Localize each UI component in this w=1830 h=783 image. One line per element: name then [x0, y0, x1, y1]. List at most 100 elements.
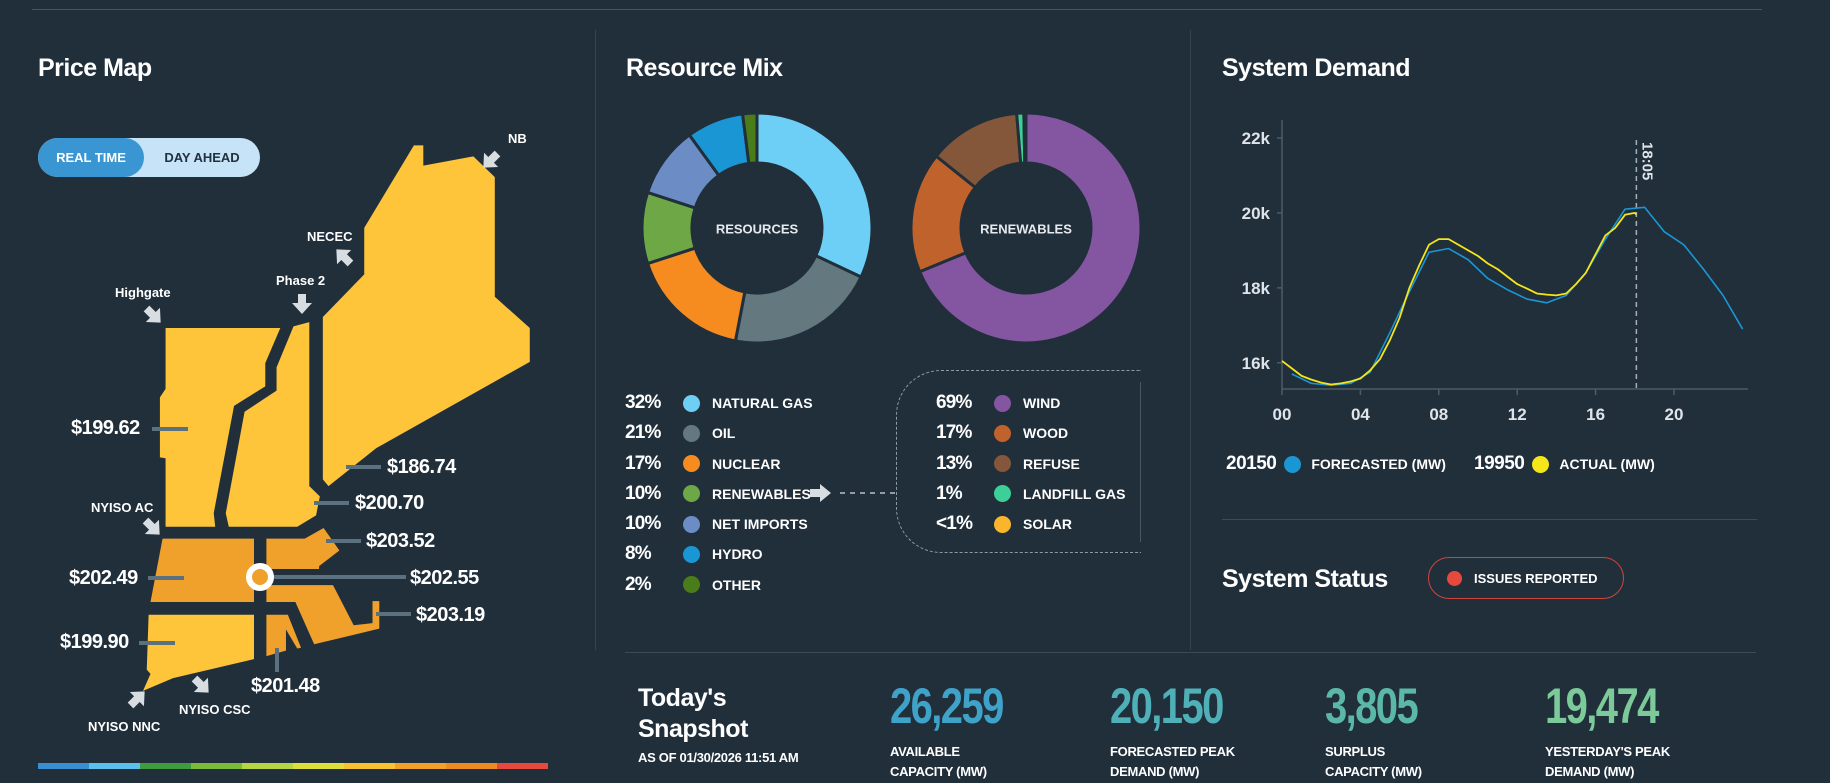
price-connecticut: $199.90	[60, 631, 129, 653]
zone-sema[interactable]	[266, 585, 380, 645]
legend-item: 10% RENEWABLES	[625, 482, 813, 506]
actual-dot-icon	[1532, 455, 1550, 473]
scale-segment	[89, 763, 140, 769]
status-dot-icon	[1447, 570, 1462, 586]
legend-label: NATURAL GAS	[712, 395, 813, 411]
zone-maine[interactable]	[322, 145, 530, 487]
snapshot-timestamp: AS OF 01/30/2026 11:51 AM	[638, 750, 799, 765]
scale-segment	[395, 763, 446, 769]
metric-label-line2: DEMAND (MW)	[1110, 764, 1200, 779]
legend-item: 17% WOOD	[936, 421, 1125, 445]
legend-dot-icon	[683, 455, 700, 473]
resources-slice-oil[interactable]	[733, 253, 864, 345]
y-tick-label: 16k	[1242, 354, 1271, 373]
legend-item: 1% LANDFILL GAS	[936, 482, 1125, 506]
metric-label-line2: DEMAND (MW)	[1545, 764, 1635, 779]
hub-marker[interactable]	[246, 563, 274, 591]
section-divider	[625, 652, 1756, 653]
resources-slice-natural-gas[interactable]	[755, 111, 874, 279]
legend-item: <1% SOLAR	[936, 512, 1125, 536]
zone-vermont[interactable]	[159, 328, 281, 527]
scale-segment	[140, 763, 191, 769]
scale-segment	[293, 763, 344, 769]
metric-value: 20,150	[1110, 678, 1224, 734]
metric-value: 3,805	[1325, 678, 1419, 734]
renewables-legend: 69% WIND 17% WOOD 13% REFUSE 1% LANDFILL GAS <1%…	[936, 391, 1125, 542]
resources-legend: 32% NATURAL GAS 21% OIL 17% NUCLEAR 10% RENEWAB…	[625, 391, 813, 603]
map-overlay	[127, 150, 501, 709]
legend-item: 8% HYDRO	[625, 542, 813, 566]
legend-pct: 17%	[625, 452, 661, 474]
arrow-right-icon	[810, 484, 831, 502]
arrow-icon	[191, 675, 209, 693]
interface-nb: NB	[508, 131, 527, 146]
day-ahead-tab[interactable]: DAY AHEAD	[164, 150, 240, 165]
zone-rhode-island[interactable]	[266, 614, 302, 657]
legend-pct: 10%	[625, 482, 661, 504]
header-divider	[32, 9, 1762, 10]
metric-label: AVAILABLE CAPACITY (MW)	[890, 742, 1060, 782]
resource-mix-title: Resource Mix	[626, 54, 783, 82]
arrow-icon	[143, 305, 161, 323]
legend-dot-icon	[994, 394, 1011, 412]
system-status-badge[interactable]: ISSUES REPORTED	[1428, 557, 1624, 599]
legend-dot-icon	[994, 485, 1011, 503]
arrow-icon	[142, 517, 160, 535]
price-sema: $203.19	[416, 604, 485, 626]
arrow-icon	[336, 249, 354, 267]
resources-slice-nuclear[interactable]	[645, 246, 747, 343]
scale-segment	[191, 763, 242, 769]
interface-highgate: Highgate	[115, 285, 171, 300]
zone-new-hampshire[interactable]	[225, 322, 320, 527]
status-text: ISSUES REPORTED	[1474, 570, 1598, 586]
x-tick-label: 20	[1665, 405, 1684, 424]
legend-item: 21% OIL	[625, 421, 813, 445]
legend-dot-icon	[994, 515, 1011, 533]
legend-label: SOLAR	[1023, 516, 1072, 533]
zone-wcma[interactable]	[150, 538, 254, 603]
legend-dot-icon	[683, 485, 700, 503]
interface-nyiso-ac: NYISO AC	[91, 500, 154, 515]
legend-label: REFUSE	[1023, 455, 1080, 472]
renewables-slice-wind[interactable]	[917, 111, 1143, 345]
renewables-slice-solar[interactable]	[1022, 111, 1028, 165]
legend-dot-icon	[994, 424, 1011, 442]
scale-segment	[38, 763, 89, 769]
actual-value: 19950	[1474, 453, 1525, 474]
x-tick-label: 16	[1586, 405, 1605, 424]
legend-label: NUCLEAR	[712, 455, 781, 472]
price-new-hampshire: $200.70	[355, 492, 424, 514]
y-tick-label: 18k	[1242, 279, 1271, 298]
legend-pct: 2%	[625, 573, 652, 595]
interface-nyiso-csc: NYISO CSC	[179, 702, 251, 717]
section-divider	[1222, 519, 1757, 520]
real-time-tab[interactable]: REAL TIME	[38, 138, 144, 177]
metric-label-line1: AVAILABLE	[890, 744, 960, 759]
system-demand-title: System Demand	[1222, 54, 1411, 82]
metric-label-line1: SURPLUS	[1325, 744, 1386, 759]
scale-segment	[344, 763, 395, 769]
legend-label: WIND	[1023, 395, 1061, 411]
x-tick-label: 12	[1508, 405, 1527, 424]
snapshot-title-line1: Today's	[638, 684, 727, 712]
zone-nema[interactable]	[266, 528, 340, 570]
legend-pct: 13%	[936, 452, 972, 474]
legend-pct: 10%	[625, 513, 661, 535]
renewables-breakdown-connector	[810, 484, 896, 502]
price-rhode-island: $201.48	[251, 675, 320, 697]
price-hub: $202.55	[410, 567, 479, 589]
zone-connecticut[interactable]	[142, 614, 254, 691]
legend-label: OIL	[712, 425, 736, 442]
price-mode-toggle[interactable]: REAL TIME DAY AHEAD	[38, 138, 260, 177]
legend-label: LANDFILL GAS	[1023, 485, 1126, 502]
forecast-legend: 20150 FORECASTED (MW)	[1226, 453, 1446, 475]
resources-slice-other[interactable]	[740, 111, 759, 166]
x-tick-label: 00	[1273, 405, 1292, 424]
x-tick-label: 04	[1351, 405, 1370, 424]
actual-legend: 19950 ACTUAL (MW)	[1474, 453, 1655, 475]
legend-dot-icon	[683, 394, 700, 412]
legend-pct: 69%	[936, 392, 972, 413]
legend-pct: 32%	[625, 392, 661, 413]
arrow-icon	[292, 294, 312, 314]
snapshot-metric: 20,150 FORECASTED PEAK DEMAND (MW)	[1110, 678, 1280, 782]
